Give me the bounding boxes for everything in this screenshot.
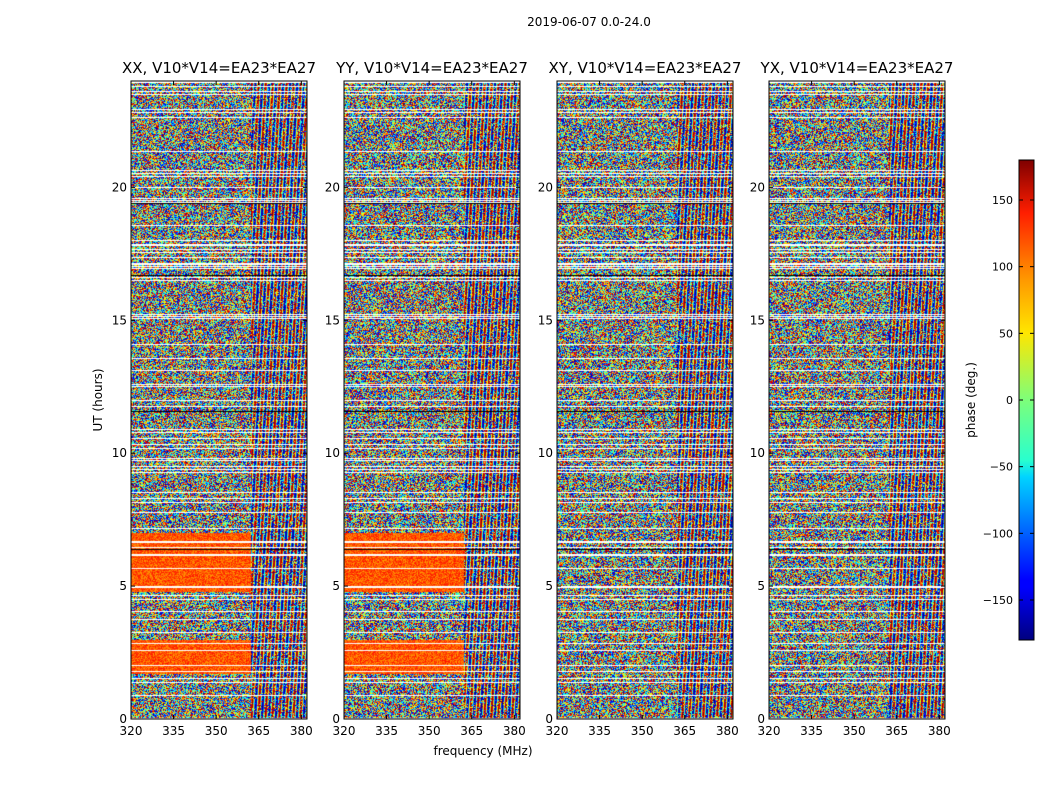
x-tick-label: 335 <box>588 724 611 738</box>
x-tick-label: 335 <box>162 724 185 738</box>
y-tick-label: 0 <box>545 712 553 726</box>
y-tick-label: 15 <box>538 313 553 327</box>
y-tick-label: 10 <box>325 446 340 460</box>
y-tick-label: 15 <box>750 313 765 327</box>
colorbar-tick-label: 50 <box>999 327 1013 340</box>
x-tick-label: 335 <box>800 724 823 738</box>
y-axis-label: UT (hours) <box>91 368 105 431</box>
panel-title: YX, V10*V14=EA23*EA27 <box>760 59 954 77</box>
x-tick-label: 380 <box>503 724 526 738</box>
y-tick-label: 20 <box>750 180 765 194</box>
x-tick-label: 335 <box>375 724 398 738</box>
panel-frame <box>556 80 734 720</box>
y-tick-label: 0 <box>332 712 340 726</box>
x-tick-label: 365 <box>247 724 270 738</box>
colorbar-tick-label: −150 <box>983 594 1013 607</box>
x-tick-label: 320 <box>333 724 356 738</box>
panel-yx: YX, V10*V14=EA23*EA27 320 335 350 365 380 0 5 10… <box>750 59 954 738</box>
panels: XX, V10*V14=EA23*EA27 320 335 350 365 380 0 5 10… <box>112 59 954 738</box>
panel-xy: XY, V10*V14=EA23*EA27 320 335 350 365 380 0 5 10… <box>538 59 742 738</box>
panel-xx: XX, V10*V14=EA23*EA27 320 335 350 365 380 0 5 10… <box>112 59 316 738</box>
x-tick-label: 380 <box>290 724 313 738</box>
colorbar: 150 100 50 0 −50 −100 −150 phase (deg.) <box>964 159 1035 641</box>
x-axis-label: frequency (MHz) <box>433 744 532 758</box>
y-tick-label: 10 <box>112 446 127 460</box>
colorbar-tick-label: −50 <box>990 461 1013 474</box>
y-tick-label: 10 <box>750 446 765 460</box>
y-tick-label: 5 <box>332 579 340 593</box>
panel-frame <box>130 80 308 720</box>
x-tick-label: 320 <box>120 724 143 738</box>
x-tick-label: 380 <box>716 724 739 738</box>
x-tick-label: 365 <box>885 724 908 738</box>
panel-title: XY, V10*V14=EA23*EA27 <box>549 59 742 77</box>
x-tick-label: 365 <box>460 724 483 738</box>
x-tick-label: 380 <box>928 724 951 738</box>
colorbar-tick-label: 100 <box>992 261 1013 274</box>
panel-heatmap <box>131 81 307 719</box>
y-tick-label: 5 <box>119 579 127 593</box>
x-tick-label: 350 <box>205 724 228 738</box>
y-tick-label: 20 <box>112 180 127 194</box>
x-tick-label: 365 <box>673 724 696 738</box>
colorbar-tick-label: −100 <box>983 527 1013 540</box>
colorbar-label: phase (deg.) <box>964 362 978 438</box>
x-tick-label: 350 <box>631 724 654 738</box>
y-tick-label: 20 <box>325 180 340 194</box>
y-tick-label: 20 <box>538 180 553 194</box>
panel-yy: YY, V10*V14=EA23*EA27 320 335 350 365 380 0 5 10… <box>325 59 528 738</box>
panel-frame <box>343 80 521 720</box>
panel-title: YY, V10*V14=EA23*EA27 <box>335 59 528 77</box>
y-tick-label: 5 <box>757 579 765 593</box>
x-tick-label: 350 <box>418 724 441 738</box>
y-tick-label: 0 <box>119 712 127 726</box>
panel-frame <box>768 80 946 720</box>
y-tick-label: 10 <box>538 446 553 460</box>
y-tick-label: 5 <box>545 579 553 593</box>
y-tick-label: 0 <box>757 712 765 726</box>
panel-heatmap <box>769 81 945 719</box>
y-tick-label: 15 <box>325 313 340 327</box>
x-tick-label: 350 <box>843 724 866 738</box>
panel-heatmap <box>557 81 733 719</box>
colorbar-ticks: 150 100 50 0 −50 −100 −150 <box>983 194 1034 607</box>
y-tick-label: 15 <box>112 313 127 327</box>
panel-title: XX, V10*V14=EA23*EA27 <box>122 59 316 77</box>
figure-suptitle: 2019-06-07 0.0-24.0 <box>527 15 651 29</box>
panel-heatmap <box>344 81 520 719</box>
colorbar-tick-label: 0 <box>1006 394 1013 407</box>
colorbar-tick-label: 150 <box>992 194 1013 207</box>
x-tick-label: 320 <box>758 724 781 738</box>
x-tick-label: 320 <box>546 724 569 738</box>
